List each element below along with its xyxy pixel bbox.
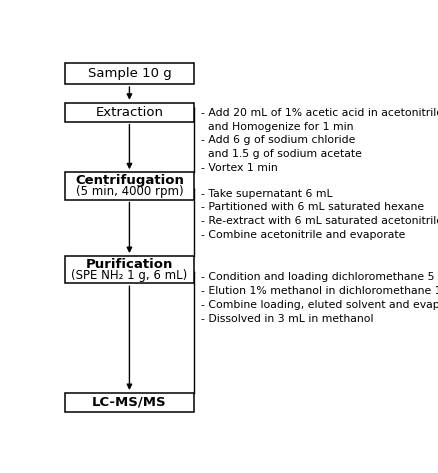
Text: Centrifugation: Centrifugation (75, 175, 184, 187)
Text: and 1.5 g of sodium acetate: and 1.5 g of sodium acetate (201, 149, 362, 159)
Text: - Vortex 1 min: - Vortex 1 min (201, 163, 277, 173)
Text: - Combine acetonitrile and evaporate: - Combine acetonitrile and evaporate (201, 230, 405, 240)
Text: LC-MS/MS: LC-MS/MS (92, 396, 167, 409)
Text: and Homogenize for 1 min: and Homogenize for 1 min (201, 122, 353, 131)
FancyBboxPatch shape (65, 172, 194, 200)
Text: - Add 20 mL of 1% acetic acid in acetonitrile: - Add 20 mL of 1% acetic acid in acetoni… (201, 108, 438, 118)
Text: Extraction: Extraction (95, 105, 163, 119)
Text: - Elution 1% methanol in dichloromethane 10 mL: - Elution 1% methanol in dichloromethane… (201, 286, 438, 296)
Text: (5 min, 4000 rpm): (5 min, 4000 rpm) (76, 185, 183, 198)
Text: - Take supernatant 6 mL: - Take supernatant 6 mL (201, 189, 332, 199)
FancyBboxPatch shape (65, 103, 194, 122)
Text: (SPE NH₂ 1 g, 6 mL): (SPE NH₂ 1 g, 6 mL) (71, 269, 187, 282)
Text: - Add 6 g of sodium chloride: - Add 6 g of sodium chloride (201, 135, 355, 145)
Text: Purification: Purification (86, 258, 173, 271)
Text: Sample 10 g: Sample 10 g (88, 67, 171, 80)
FancyBboxPatch shape (65, 63, 194, 84)
Text: - Dissolved in 3 mL in methanol: - Dissolved in 3 mL in methanol (201, 314, 373, 324)
FancyBboxPatch shape (65, 393, 194, 412)
Text: - Combine loading, eluted solvent and evaporate: - Combine loading, eluted solvent and ev… (201, 300, 438, 310)
Text: - Re-extract with 6 mL saturated acetonitrile: - Re-extract with 6 mL saturated acetoni… (201, 216, 438, 226)
Text: - Condition and loading dichloromethane 5 mL: - Condition and loading dichloromethane … (201, 272, 438, 282)
Text: - Partitioned with 6 mL saturated hexane: - Partitioned with 6 mL saturated hexane (201, 202, 424, 212)
FancyBboxPatch shape (65, 256, 194, 283)
